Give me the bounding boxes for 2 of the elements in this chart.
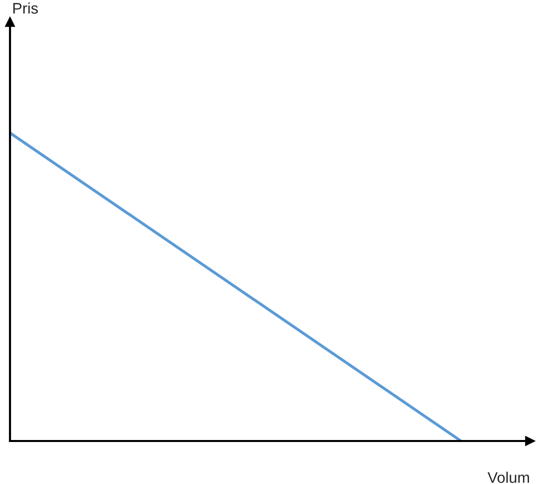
text: Pris xyxy=(13,2,38,14)
x-axis-title: Volum xyxy=(488,472,529,483)
